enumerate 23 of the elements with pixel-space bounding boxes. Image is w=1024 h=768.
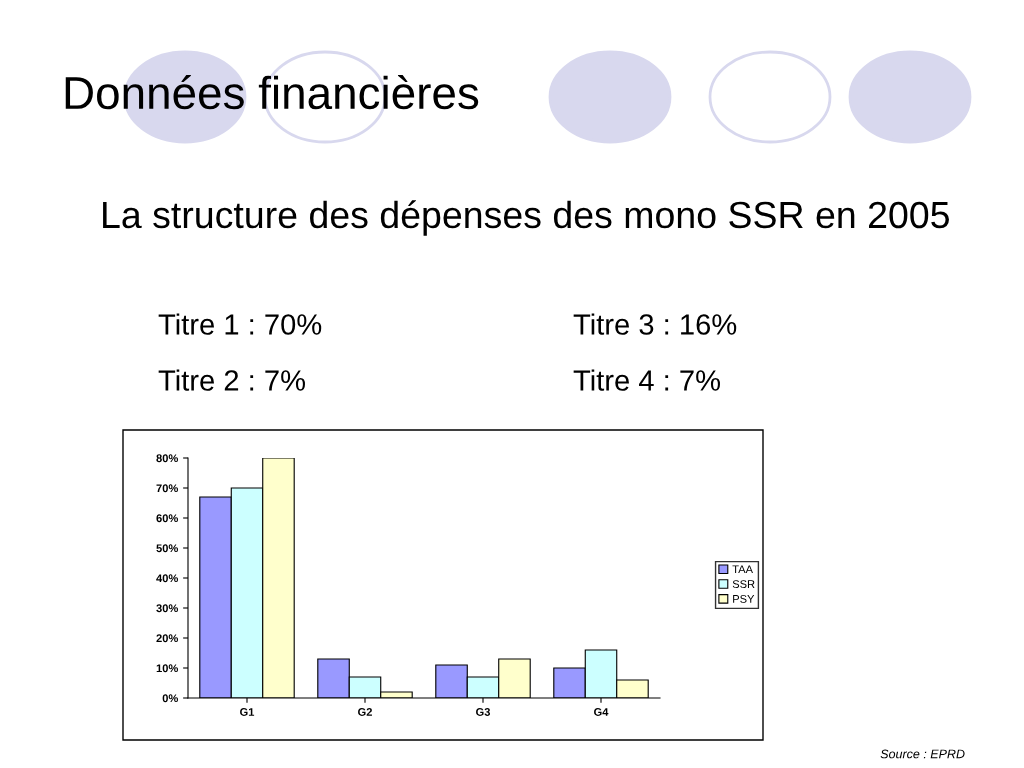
legend-label: SSR	[732, 580, 755, 589]
y-tick-label: 20%	[156, 634, 178, 643]
y-tick-label: 80%	[156, 454, 178, 463]
y-tick-label: 30%	[156, 604, 178, 613]
y-tick-label: 50%	[156, 544, 178, 553]
x-tick-label: G1	[240, 708, 255, 716]
y-tick-label: 0%	[162, 694, 178, 703]
text: Titre 1 : 70%	[158, 313, 322, 335]
chart-title: Données financières	[65, 75, 479, 110]
text: Titre 4 : 7%	[573, 369, 720, 391]
x-tick-label: G4	[594, 708, 609, 716]
x-tick-label: G2	[358, 708, 372, 716]
x-tick-label: G3	[476, 708, 491, 716]
chart-subtitle: La structure des dépenses des mono SSR en 2005	[103, 200, 949, 236]
y-tick-label: 60%	[156, 514, 178, 523]
legend-label: TAA	[732, 565, 753, 574]
source-note: Source : EPRD	[880, 749, 965, 759]
legend-label: PSY	[733, 595, 755, 603]
y-tick-label: 70%	[156, 484, 178, 493]
y-tick-label: 40%	[156, 574, 178, 583]
text: Titre 3 : 16%	[573, 313, 737, 335]
text: Titre 2 : 7%	[158, 369, 305, 391]
y-tick-label: 10%	[156, 664, 178, 673]
